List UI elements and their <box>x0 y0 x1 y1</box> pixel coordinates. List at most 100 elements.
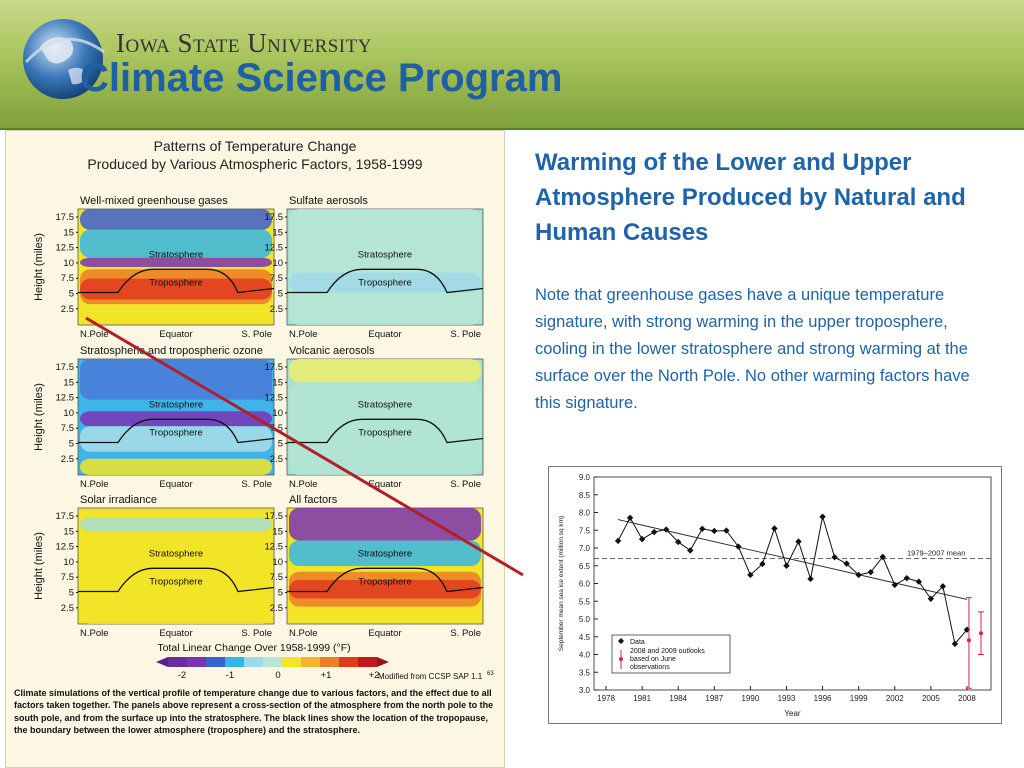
colorbar-tick: 0 <box>275 670 280 681</box>
data-point <box>614 537 622 545</box>
legend-box <box>611 634 731 674</box>
figure-title-line1: Patterns of Temperature Change <box>153 138 357 154</box>
stratosphere-label: Stratosphere <box>149 250 203 261</box>
y-tick-label: 10 <box>272 557 283 568</box>
legend-outlook-marker <box>619 657 623 661</box>
troposphere-label: Troposphere <box>358 428 412 439</box>
panel-2: Sulfate aerosols Stratosphere Troposphere 1… <box>265 195 484 340</box>
data-point <box>699 525 706 533</box>
y-tick-label: 4.0 <box>579 651 591 660</box>
panel-label: Volcanic aerosols <box>289 345 375 357</box>
y-tick-label: 15 <box>272 227 283 238</box>
colorbar-swatch <box>263 657 282 667</box>
y-tick-label: 17.5 <box>56 511 75 522</box>
data-point <box>626 514 634 522</box>
y-tick-label: 10 <box>272 408 283 419</box>
outlook-point <box>978 631 983 636</box>
panel-label: Stratospheric and tropospheric ozone <box>80 345 263 357</box>
y-tick-label: 9.0 <box>579 473 591 482</box>
colorbar-tick: -1 <box>226 670 234 681</box>
y-tick-label: 17.5 <box>265 212 284 223</box>
data-point <box>795 538 802 545</box>
data-point <box>819 513 826 520</box>
y-tick-label: 2.5 <box>270 603 283 614</box>
panel-label: All factors <box>289 494 338 506</box>
stratosphere-label: Stratosphere <box>358 250 412 261</box>
legend-outlook-label-2: based on June <box>630 656 676 663</box>
colorbar-swatch <box>282 657 301 667</box>
y-axis-title: September mean sea ice extent (million s… <box>558 516 565 651</box>
colorbar-tick: +1 <box>321 670 332 681</box>
x-tick-label: 1990 <box>741 694 759 703</box>
x-axis-label: N.Pole <box>289 329 318 340</box>
y-tick-label: 17.5 <box>56 212 75 223</box>
x-tick-label: 2008 <box>958 694 976 703</box>
troposphere-label: Troposphere <box>149 428 203 439</box>
y-tick-label: 12.5 <box>265 393 284 404</box>
y-axis-title: Height (miles) <box>33 383 45 451</box>
x-axis-label: Equator <box>159 628 192 639</box>
colorbar-swatch <box>225 657 244 667</box>
header-banner: Iowa State University Climate Science Pr… <box>0 0 1024 130</box>
y-tick-label: 2.5 <box>61 603 74 614</box>
y-tick-label: 17.5 <box>265 362 284 373</box>
x-axis-label: S. Pole <box>241 329 272 340</box>
y-tick-label: 7.5 <box>61 572 74 583</box>
source-note: Modified from CCSP SAP 1.1 <box>378 672 483 681</box>
x-axis-label: N.Pole <box>80 628 109 639</box>
panel-label: Sulfate aerosols <box>289 195 368 207</box>
y-tick-label: 7.5 <box>579 526 591 535</box>
data-point <box>650 528 658 536</box>
panel-5: Solar irradiance Stratosphere Troposphere 1… <box>33 494 275 639</box>
y-tick-label: 5 <box>278 439 283 450</box>
x-axis-label: S. Pole <box>450 329 481 340</box>
legend-outlook-label-1: 2008 and 2009 outlooks <box>630 648 705 655</box>
panel-6: All factors Stratosphere Troposphere 17.5 15… <box>265 494 484 639</box>
colorbar-swatch <box>187 657 206 667</box>
y-tick-label: 7.5 <box>61 423 74 434</box>
y-tick-label: 15 <box>63 227 74 238</box>
x-tick-label: 1999 <box>850 694 868 703</box>
x-tick-label: 2002 <box>886 694 904 703</box>
x-axis-label: S. Pole <box>450 479 481 490</box>
colorbar-swatch <box>244 657 263 667</box>
y-tick-label: 3.0 <box>579 686 591 695</box>
x-axis-label: N.Pole <box>80 329 109 340</box>
colorbar-swatch <box>320 657 339 667</box>
y-tick-label: 15 <box>272 526 283 537</box>
y-tick-label: 7.5 <box>270 572 283 583</box>
mean-line-label: 1979–2007 mean <box>907 549 965 558</box>
tropopause-line <box>287 268 484 294</box>
globe-logo-icon <box>23 19 105 99</box>
program-name: Climate Science Program <box>80 56 563 100</box>
panel-3: Stratospheric and tropospheric ozone Stra… <box>33 345 275 490</box>
y-tick-label: 5 <box>69 588 74 599</box>
y-tick-label: 4.5 <box>579 633 591 642</box>
data-point <box>783 562 790 569</box>
y-tick-label: 7.0 <box>579 544 591 553</box>
x-axis-title: Year <box>784 709 801 718</box>
x-tick-label: 1987 <box>705 694 723 703</box>
y-tick-label: 2.5 <box>270 304 283 315</box>
figure-title-line2: Produced by Various Atmospheric Factors,… <box>87 156 423 172</box>
y-tick-label: 5 <box>69 289 74 300</box>
y-tick-label: 5.0 <box>579 615 591 624</box>
university-name: Iowa State University <box>116 28 372 58</box>
data-point <box>638 535 646 543</box>
panel-label: Well-mixed greenhouse gases <box>80 195 228 207</box>
y-tick-label: 2.5 <box>270 454 283 465</box>
x-tick-label: 2005 <box>922 694 940 703</box>
x-axis-label: N.Pole <box>289 479 318 490</box>
panel-1: Well-mixed greenhouse gases Stratosphere T… <box>33 195 275 340</box>
y-tick-label: 7.5 <box>270 423 283 434</box>
colorbar-left-cap <box>156 657 168 667</box>
sea-ice-chart: 3.0 3.5 4.0 4.5 5.0 5.5 6.0 6.5 7.0 7.5 8.0 8.5 9.0 1… <box>548 466 1002 724</box>
x-axis-label: S. Pole <box>241 628 272 639</box>
x-axis-label: Equator <box>159 479 192 490</box>
y-tick-label: 15 <box>272 377 283 388</box>
colorbar-swatch <box>339 657 358 667</box>
y-axis-title: Height (miles) <box>33 233 45 301</box>
colorbar-swatch <box>206 657 225 667</box>
y-tick-label: 7.5 <box>61 273 74 284</box>
